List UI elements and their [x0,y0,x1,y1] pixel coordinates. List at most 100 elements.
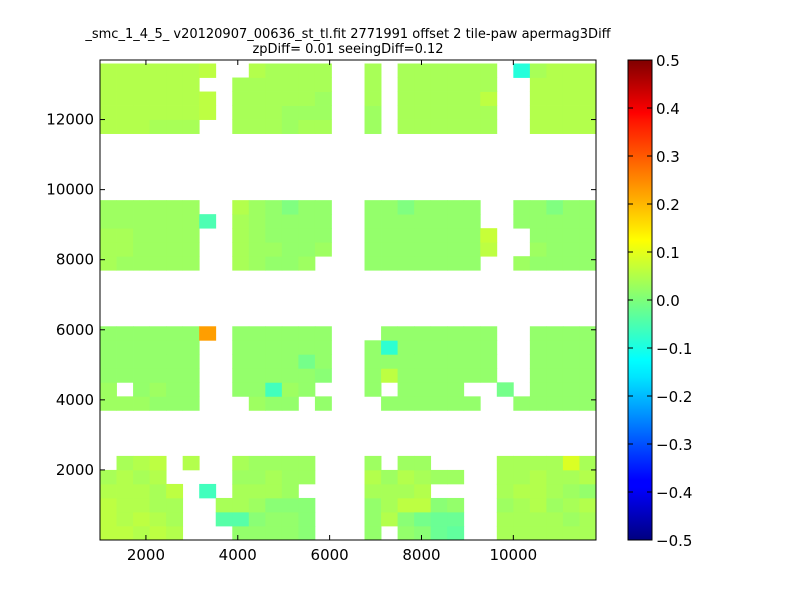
heatmap-cell [133,469,150,485]
heatmap-cell [579,77,597,92]
heatmap-cell [133,200,150,215]
heatmap-cell [579,200,597,215]
heatmap-cell [149,105,167,120]
heatmap-cell [166,228,184,243]
heatmap-cell [314,200,332,215]
heatmap-cell [298,242,316,257]
heatmap-cell [166,214,184,229]
heatmap-cell [265,396,283,411]
heatmap-cell [298,354,316,369]
heatmap-cell [265,228,283,243]
heatmap-cell [546,340,564,355]
heatmap-cell [397,483,415,499]
heatmap-cell [314,396,332,411]
heatmap-cell [447,119,465,134]
heatmap-cell [513,396,531,411]
heatmap-cell [116,455,134,471]
heatmap-cell [397,242,415,257]
heatmap-cell [447,354,465,369]
heatmap-cell [397,256,415,271]
heatmap-cell [298,511,316,527]
heatmap-cell [430,511,448,527]
heatmap-cell [281,497,299,513]
heatmap-cell [430,228,448,243]
heatmap-cell [248,242,266,257]
heatmap-cell [381,256,398,271]
heatmap-cell [265,214,283,229]
heatmap-cell [447,63,465,78]
heatmap-cell [430,497,448,513]
heatmap-cell [133,105,150,120]
heatmap-cell [430,340,448,355]
heatmap-cell [546,200,564,215]
heatmap-cell [529,340,547,355]
heatmap-cell [298,77,316,92]
heatmap-cell [281,242,299,257]
heatmap-cell [529,91,547,106]
heatmap-cell [463,214,481,229]
heatmap-cell [529,382,547,397]
colorbar-tick-label: 0.0 [656,292,680,310]
heatmap-cell [397,326,415,341]
heatmap-cell [133,214,150,229]
heatmap-cell [562,228,580,243]
heatmap-cell [397,455,415,471]
heatmap-cell [248,354,266,369]
colorbar-tick-label: −0.4 [656,484,692,502]
heatmap-cell [397,63,415,78]
heatmap-cell [381,368,398,383]
colorbar-tick-label: −0.5 [656,532,692,550]
heatmap-cell [149,382,167,397]
heatmap-cell [430,77,448,92]
heatmap-cell [447,326,465,341]
heatmap-cell [281,525,299,541]
heatmap-cell [430,63,448,78]
heatmap-cell [397,382,415,397]
heatmap-cell [529,242,547,257]
heatmap-cell [364,368,382,383]
heatmap-cell [513,511,531,527]
heatmap-cell [414,242,432,257]
heatmap-cell [248,228,266,243]
heatmap-cell [298,382,316,397]
heatmap-cell [199,63,217,78]
heatmap-cell [182,214,200,229]
heatmap-cell [133,511,150,527]
heatmap-cell [430,368,448,383]
heatmap-cell [364,200,382,215]
heatmap-cell [248,105,266,120]
heatmap-cell [562,200,580,215]
heatmap-cell [562,63,580,78]
y-tick-label: 2000 [56,461,94,479]
heatmap-cell [265,368,283,383]
heatmap-cell [215,511,233,527]
heatmap-cell [133,483,150,499]
heatmap-cell [182,228,200,243]
heatmap-cell [546,63,564,78]
heatmap-cell [364,242,382,257]
heatmap-cell [182,63,200,78]
heatmap-cell [414,396,432,411]
y-tick-label: 8000 [56,251,94,269]
heatmap-cell [182,382,200,397]
heatmap-cell [447,256,465,271]
heatmap-cell [100,214,117,229]
heatmap-cell [166,119,184,134]
heatmap-cell [546,91,564,106]
heatmap-cell [414,200,432,215]
heatmap-cell [579,497,597,513]
heatmap-cell [447,469,465,485]
heatmap-cell [149,91,167,106]
x-tick-label: 10000 [489,546,537,564]
heatmap-cell [414,340,432,355]
heatmap-cells [100,63,597,541]
heatmap-cell [546,511,564,527]
heatmap-cell [281,340,299,355]
heatmap-cell [397,469,415,485]
colorbar-tick-label: −0.3 [656,436,692,454]
heatmap-cell [248,91,266,106]
heatmap-cell [447,497,465,513]
heatmap-cell [546,119,564,134]
heatmap-cell [281,368,299,383]
heatmap-cell [133,354,150,369]
